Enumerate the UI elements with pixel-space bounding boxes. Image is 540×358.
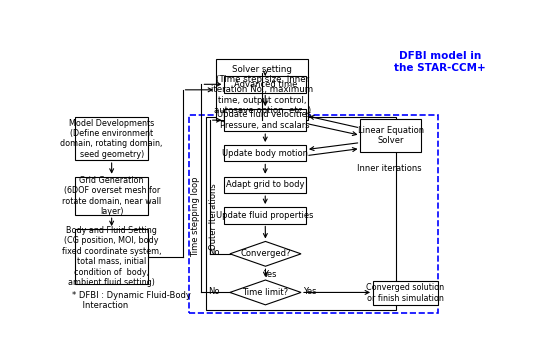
FancyBboxPatch shape <box>225 76 306 93</box>
Text: Yes: Yes <box>303 286 316 296</box>
Text: Outer Iterations: Outer Iterations <box>208 183 218 250</box>
FancyBboxPatch shape <box>373 281 438 305</box>
Text: Advanced time: Advanced time <box>234 80 297 89</box>
Polygon shape <box>230 241 301 266</box>
Text: Update body motion: Update body motion <box>222 149 308 158</box>
Text: Grid Generation
(6DOF overset mesh for
rotate domain, near wall
layer): Grid Generation (6DOF overset mesh for r… <box>62 176 161 216</box>
Text: No: No <box>208 248 219 257</box>
Text: Time stepping loop: Time stepping loop <box>191 176 200 257</box>
FancyBboxPatch shape <box>361 119 421 152</box>
FancyBboxPatch shape <box>225 109 306 131</box>
Text: * DFBI : Dynamic Fluid-Body
    Interaction: * DFBI : Dynamic Fluid-Body Interaction <box>72 291 191 310</box>
FancyBboxPatch shape <box>75 117 148 160</box>
Text: Time limit?: Time limit? <box>242 288 288 297</box>
Text: Converged?: Converged? <box>240 249 291 258</box>
Text: Model Developments
(Define environment
domain, rotating domain,
seed geometry): Model Developments (Define environment d… <box>60 118 163 159</box>
Polygon shape <box>230 280 301 305</box>
FancyBboxPatch shape <box>216 59 308 120</box>
Text: Linear Equation
Solver: Linear Equation Solver <box>357 126 424 145</box>
Text: No: No <box>208 286 219 296</box>
Text: Body and Fluid Setting
(CG position, MOI, body
fixed coordinate system,
total ma: Body and Fluid Setting (CG position, MOI… <box>62 226 161 287</box>
Text: Solver setting
(Time step size, inner
iteration No., maximum
time, output contro: Solver setting (Time step size, inner it… <box>211 64 313 115</box>
Text: Update fluid properties: Update fluid properties <box>217 211 314 220</box>
FancyBboxPatch shape <box>225 145 306 161</box>
Text: Inner iterations: Inner iterations <box>357 164 422 173</box>
Text: Yes: Yes <box>263 270 276 279</box>
FancyBboxPatch shape <box>225 176 306 193</box>
Text: Adapt grid to body: Adapt grid to body <box>226 180 305 189</box>
Text: DFBI model in
the STAR-CCM+: DFBI model in the STAR-CCM+ <box>394 51 486 73</box>
FancyBboxPatch shape <box>75 229 148 284</box>
FancyBboxPatch shape <box>225 207 306 223</box>
FancyBboxPatch shape <box>75 176 148 215</box>
Text: Converged solution
or finish simulation: Converged solution or finish simulation <box>366 283 444 303</box>
Text: Update fluid velocities,
Pressure, and scalars: Update fluid velocities, Pressure, and s… <box>217 111 314 130</box>
